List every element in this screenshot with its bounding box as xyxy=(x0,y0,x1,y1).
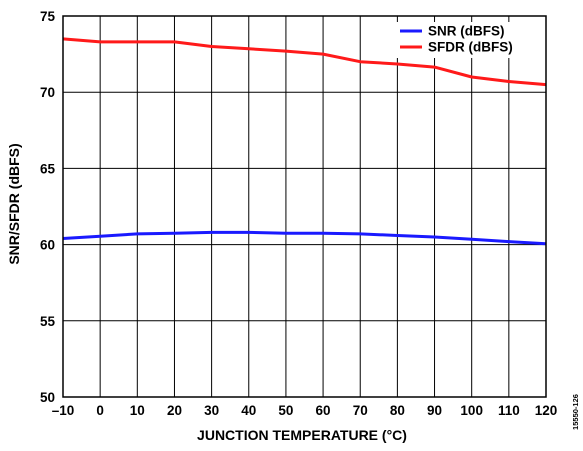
y-tick-label: 60 xyxy=(40,238,55,253)
tick-labels: –10 0 10 20 30 40 50 60 70 80 90 100 110 120 50 55 60 65 7… xyxy=(40,9,557,418)
y-tick-label: 70 xyxy=(40,85,55,100)
y-tick-label: 55 xyxy=(40,314,56,329)
x-tick-label: 30 xyxy=(204,403,219,418)
snr-series-line xyxy=(62,230,547,246)
x-tick-label: 90 xyxy=(427,403,442,418)
legend-background xyxy=(392,22,538,58)
x-tick-label: 40 xyxy=(241,403,256,418)
figure-id: 15550-126 xyxy=(571,394,580,430)
y-tick-label: 50 xyxy=(40,390,55,405)
legend-label-snr: SNR (dBFS) xyxy=(428,24,505,39)
grid xyxy=(62,15,547,398)
x-tick-label: –10 xyxy=(52,403,75,418)
x-tick-label: 100 xyxy=(460,403,483,418)
x-tick-label: 70 xyxy=(353,403,368,418)
series-lines xyxy=(62,37,547,246)
x-tick-label: 80 xyxy=(390,403,405,418)
x-tick-label: 120 xyxy=(535,403,558,418)
x-tick-label: 110 xyxy=(498,403,520,418)
y-tick-label: 75 xyxy=(40,9,56,24)
y-axis-title: SNR/SFDR (dBFS) xyxy=(6,143,22,264)
y-tick-label: 65 xyxy=(40,161,56,176)
legend-label-sfdr: SFDR (dBFS) xyxy=(428,40,513,55)
x-axis-title: JUNCTION TEMPERATURE (°C) xyxy=(197,427,407,443)
x-tick-label: 0 xyxy=(96,403,104,418)
x-tick-label: 50 xyxy=(278,403,293,418)
x-tick-label: 20 xyxy=(167,403,182,418)
x-tick-label: 10 xyxy=(130,403,145,418)
legend: SNR (dBFS) SFDR (dBFS) xyxy=(392,22,538,58)
plot-frame xyxy=(62,15,547,398)
sfdr-series-line xyxy=(62,37,547,87)
x-tick-label: 60 xyxy=(316,403,331,418)
